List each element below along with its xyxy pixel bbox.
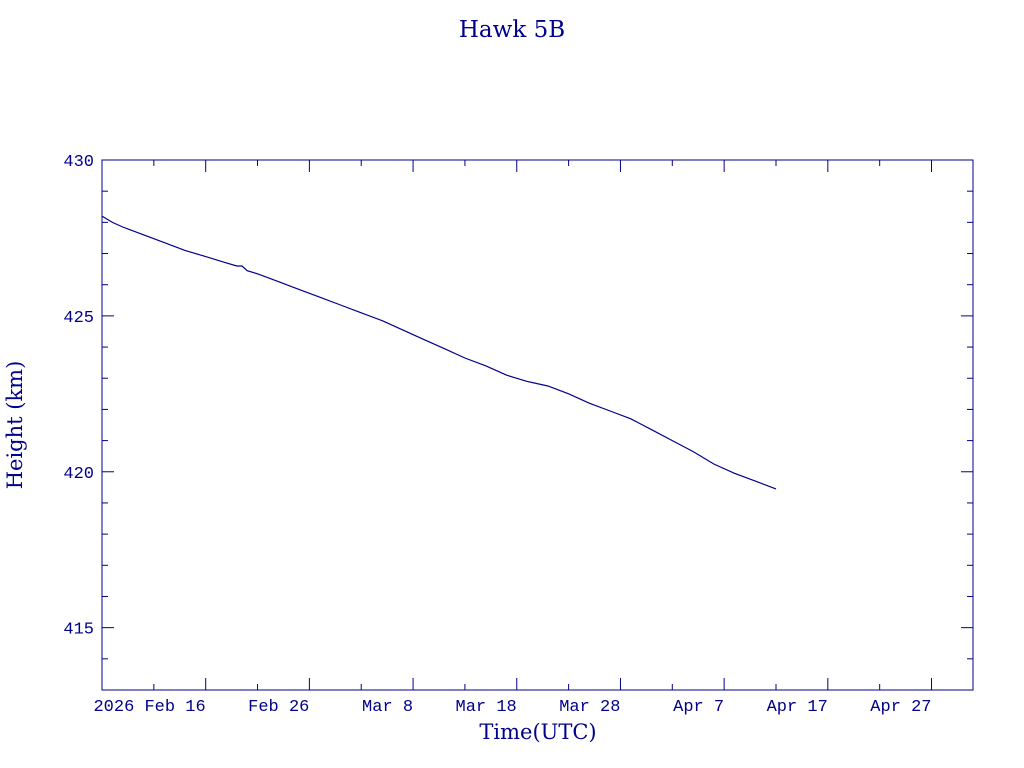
y-tick-label: 420 [63,465,94,484]
series-line [101,215,777,490]
y-tick-label: 425 [63,309,94,328]
x-tick-label: Apr 17 [767,698,828,717]
x-tick-label: 2026 Feb 16 [93,698,205,717]
chart-title: Hawk 5B [459,17,565,43]
y-axis-label: Height (km) [3,361,27,490]
y-tick-label: 430 [63,153,94,172]
y-tick-label: 415 [63,621,94,640]
plot-area [101,159,974,691]
x-tick-label: Apr 7 [673,698,724,717]
x-tick-label: Apr 27 [870,698,931,717]
x-tick-label: Feb 26 [248,698,309,717]
x-tick-label: Mar 8 [362,698,413,717]
x-tick-label: Mar 28 [559,698,620,717]
x-axis-label: Time(UTC) [479,720,596,744]
x-tick-label: Mar 18 [456,698,517,717]
